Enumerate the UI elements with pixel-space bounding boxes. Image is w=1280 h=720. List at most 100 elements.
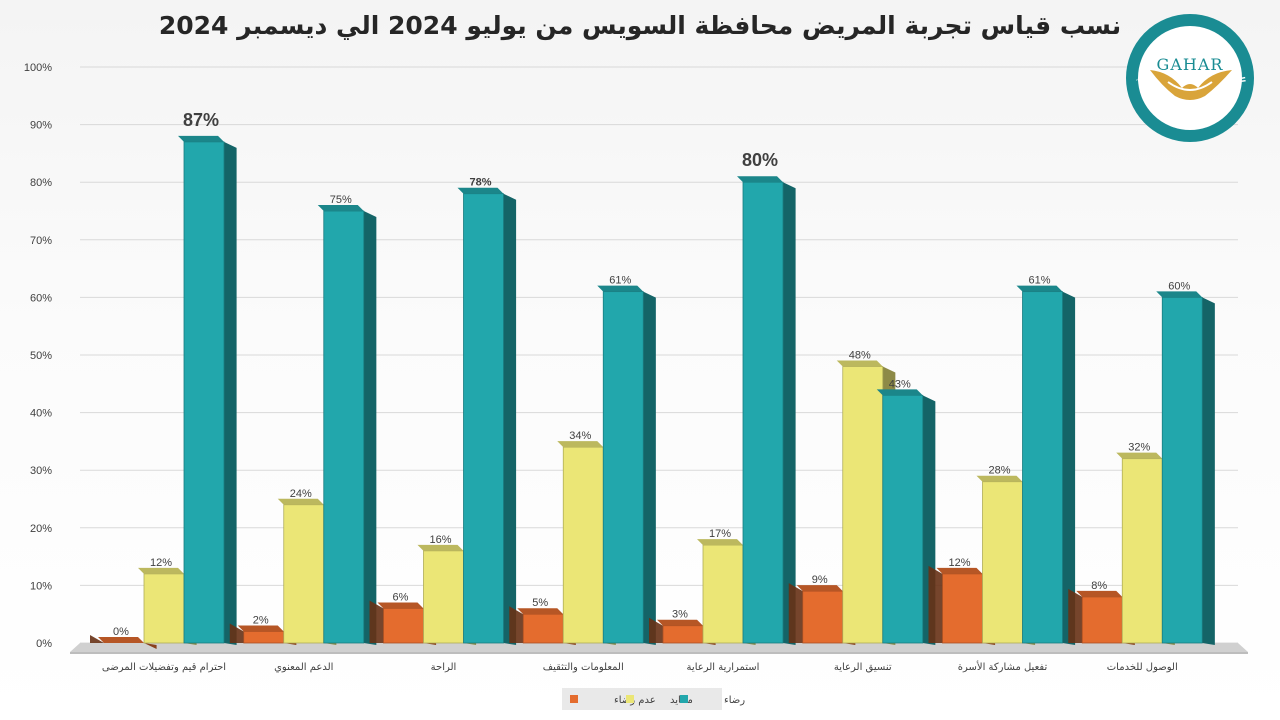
bar-top <box>557 441 604 448</box>
bar-dissatisfied <box>649 617 716 645</box>
eagle-feather-icon <box>1167 81 1213 91</box>
bar-satisfied <box>737 176 796 645</box>
bar-front <box>702 544 744 644</box>
bar-satisfied <box>317 205 377 645</box>
legend-swatch <box>680 695 688 703</box>
data-label: 6% <box>393 591 409 603</box>
eagle-wings-icon <box>1150 70 1232 100</box>
bar-top <box>657 619 703 626</box>
bar-side <box>1068 588 1083 643</box>
bar-top <box>98 637 144 643</box>
y-tick-label: 40% <box>30 408 52 420</box>
bar-top <box>1076 590 1123 597</box>
legend-swatch <box>570 695 578 703</box>
bar-top <box>796 585 843 592</box>
bar-side <box>224 141 237 645</box>
data-label: 61% <box>1028 275 1050 287</box>
bar-front <box>1022 291 1063 644</box>
bar-dissatisfied <box>1068 588 1135 645</box>
legend-label: عدم رضاء <box>614 695 656 706</box>
data-label: 48% <box>849 350 871 362</box>
data-label: 9% <box>812 574 828 586</box>
data-label: 2% <box>253 614 269 626</box>
chart-floor <box>70 643 1248 654</box>
data-label: 3% <box>672 609 688 621</box>
bar-front <box>383 608 424 644</box>
bar-side <box>363 211 377 645</box>
category-label: الوصول للخدمات <box>1107 662 1178 673</box>
floor <box>70 643 1248 652</box>
bar-front <box>842 366 884 644</box>
category-label: تفعيل مشاركة الأسرة <box>958 660 1048 673</box>
bar-top <box>976 475 1023 482</box>
data-label: 24% <box>290 488 312 500</box>
data-label: 16% <box>429 534 451 546</box>
bar-top <box>836 360 883 367</box>
bar-front <box>183 141 225 644</box>
bar-top <box>876 389 923 396</box>
legend-label: رضاء <box>724 695 745 706</box>
y-tick-label: 20% <box>30 523 52 535</box>
gridlines <box>80 66 1238 644</box>
data-label: 12% <box>948 557 970 569</box>
bar-side <box>90 635 104 643</box>
data-label: 32% <box>1128 442 1150 454</box>
bar-front <box>1081 596 1123 644</box>
data-label: 43% <box>889 378 911 390</box>
y-tick-label: 10% <box>30 580 52 592</box>
bar-satisfied <box>876 389 936 645</box>
data-label: 87% <box>183 110 219 130</box>
bar-top <box>317 205 364 211</box>
bar-top <box>1016 285 1063 292</box>
bar-front <box>423 550 464 644</box>
y-tick-label: 30% <box>30 465 52 477</box>
bar-side <box>509 606 524 643</box>
bar-top <box>1116 452 1163 459</box>
y-tick-label: 70% <box>30 235 52 247</box>
data-label: 80% <box>742 150 778 170</box>
logo-inner-circle <box>1144 32 1236 124</box>
data-label: 75% <box>330 194 352 206</box>
category-label: المعلومات والتثقيف <box>543 662 624 673</box>
y-tick-label: 50% <box>30 350 52 362</box>
bar-top <box>237 625 284 632</box>
logo-wordmark: GAHAR <box>1157 55 1224 74</box>
data-label: 34% <box>569 430 591 442</box>
bar-front <box>982 481 1023 644</box>
bar-side <box>369 600 384 643</box>
bar-top <box>936 567 983 574</box>
legend: عدم رضاءمحايدرضاء <box>562 688 745 710</box>
bar-dissatisfied <box>90 635 157 649</box>
bar-top <box>178 135 224 142</box>
data-label: 17% <box>709 528 731 540</box>
y-tick-label: 0% <box>36 638 52 650</box>
y-axis-ticks: 0% 10% 20% 30% 40% 50% 60% 70% 80% 90% 100% <box>24 62 52 650</box>
bar-side <box>928 565 943 643</box>
bar-front <box>602 291 644 644</box>
data-label: 60% <box>1168 280 1190 292</box>
data-label: 8% <box>1091 580 1107 592</box>
bar-side <box>229 623 244 643</box>
chart-title: نسب قياس تجربة المريض محافظة السويس من ي… <box>159 11 1121 41</box>
data-label: 5% <box>532 597 548 609</box>
bar-top <box>1156 291 1203 298</box>
bar-top <box>517 608 564 615</box>
bar-side <box>788 583 803 643</box>
legend-box <box>562 688 722 710</box>
x-axis-categories: احترام قيم وتفضيلات المرضى الدعم المعنوي ا… <box>102 660 1178 673</box>
bar-top <box>377 602 424 609</box>
category-label: استمرارية الرعاية <box>687 662 760 673</box>
bar-side <box>503 193 517 645</box>
bar-side <box>643 291 656 645</box>
data-label: 61% <box>609 275 631 287</box>
bar-satisfied <box>597 285 656 645</box>
bar-front <box>283 504 325 644</box>
bar-top <box>597 285 644 292</box>
bar-top <box>737 176 783 183</box>
bar-side <box>144 643 157 649</box>
bar-side <box>1062 291 1076 645</box>
floor-edge <box>70 652 1248 654</box>
bar-top <box>138 567 184 574</box>
bar-side <box>1202 297 1215 645</box>
